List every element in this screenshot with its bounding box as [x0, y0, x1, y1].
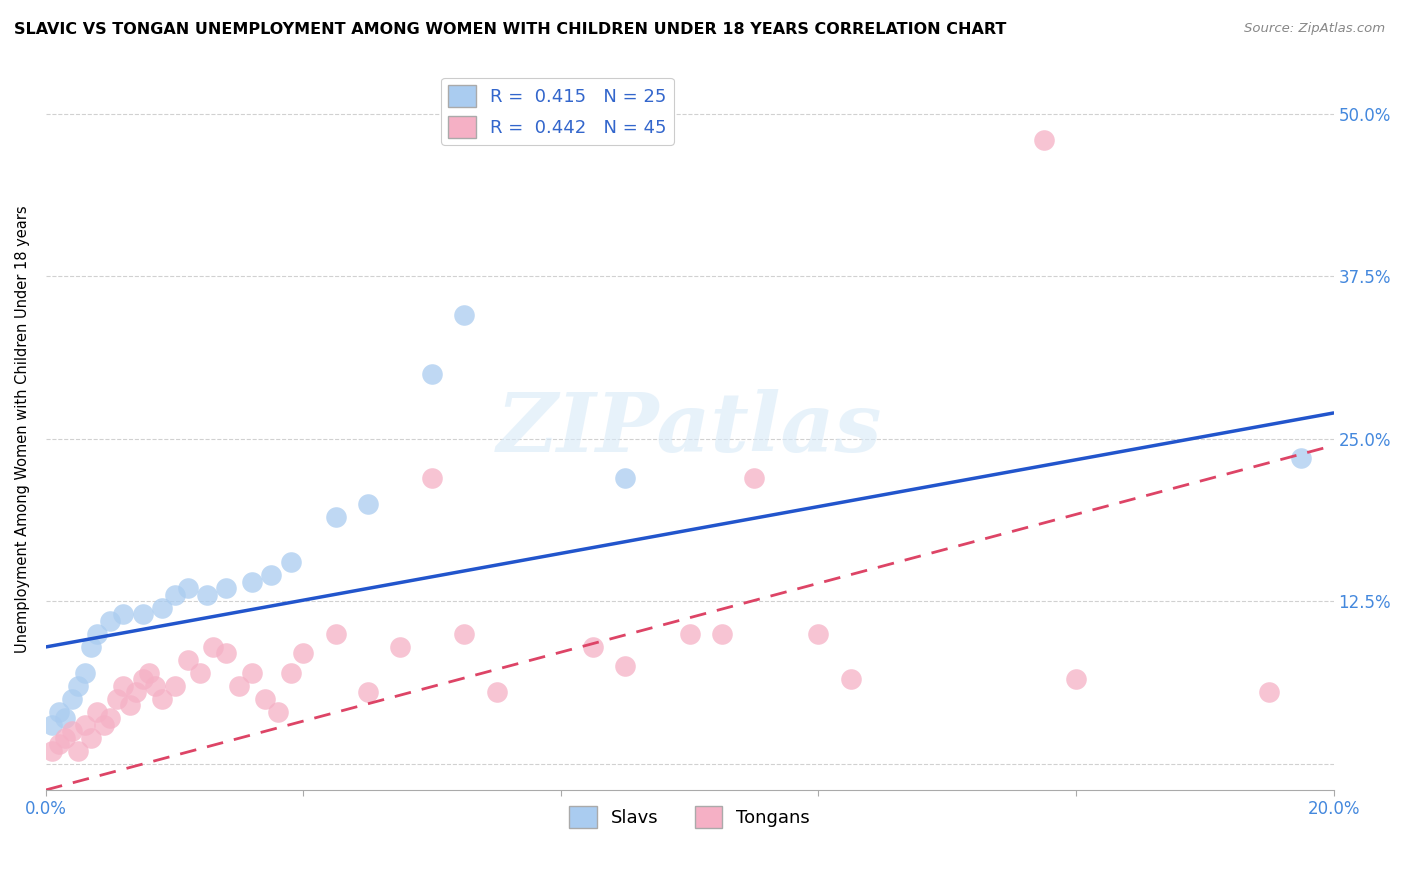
Text: Source: ZipAtlas.com: Source: ZipAtlas.com: [1244, 22, 1385, 36]
Point: [53, 711, 76, 725]
Point: [357, 685, 380, 699]
Point: [73, 718, 96, 732]
Point: [710, 627, 733, 641]
Point: [48, 738, 70, 752]
Point: [190, 665, 212, 680]
Point: [240, 574, 263, 589]
Point: [453, 309, 475, 323]
Point: [118, 698, 141, 713]
Point: [131, 607, 153, 622]
Point: [93, 718, 115, 732]
Point: [60, 692, 83, 706]
Point: [742, 471, 765, 485]
Point: [215, 647, 238, 661]
Point: [280, 665, 302, 680]
Point: [1291, 451, 1313, 466]
Point: [839, 673, 862, 687]
Point: [67, 679, 90, 693]
Point: [41, 718, 63, 732]
Point: [420, 471, 443, 485]
Y-axis label: Unemployment Among Women with Children Under 18 years: Unemployment Among Women with Children U…: [15, 205, 30, 653]
Point: [53, 731, 76, 745]
Point: [86, 705, 108, 719]
Point: [145, 679, 167, 693]
Point: [240, 665, 263, 680]
Legend: Slavs, Tongans: Slavs, Tongans: [562, 798, 817, 835]
Point: [163, 679, 186, 693]
Point: [807, 627, 830, 641]
Point: [73, 665, 96, 680]
Point: [679, 627, 702, 641]
Point: [485, 685, 508, 699]
Point: [150, 692, 173, 706]
Point: [292, 647, 315, 661]
Point: [614, 659, 637, 673]
Point: [325, 627, 347, 641]
Point: [1258, 685, 1281, 699]
Point: [582, 640, 605, 654]
Point: [86, 627, 108, 641]
Point: [98, 614, 121, 628]
Point: [253, 692, 276, 706]
Point: [1032, 133, 1054, 147]
Point: [420, 367, 443, 381]
Point: [260, 568, 283, 582]
Point: [267, 705, 290, 719]
Point: [228, 679, 250, 693]
Point: [176, 582, 198, 596]
Point: [138, 665, 160, 680]
Point: [389, 640, 412, 654]
Point: [325, 510, 347, 524]
Point: [41, 744, 63, 758]
Point: [131, 673, 153, 687]
Point: [98, 711, 121, 725]
Point: [80, 640, 103, 654]
Point: [80, 731, 103, 745]
Point: [163, 588, 186, 602]
Text: ZIPatlas: ZIPatlas: [496, 389, 883, 469]
Point: [60, 724, 83, 739]
Point: [67, 744, 90, 758]
Point: [48, 705, 70, 719]
Point: [176, 653, 198, 667]
Point: [215, 582, 238, 596]
Point: [453, 627, 475, 641]
Point: [105, 692, 128, 706]
Point: [1064, 673, 1087, 687]
Text: SLAVIC VS TONGAN UNEMPLOYMENT AMONG WOMEN WITH CHILDREN UNDER 18 YEARS CORRELATI: SLAVIC VS TONGAN UNEMPLOYMENT AMONG WOME…: [14, 22, 1007, 37]
Point: [195, 588, 218, 602]
Point: [614, 471, 637, 485]
Point: [280, 556, 302, 570]
Point: [150, 601, 173, 615]
Point: [112, 607, 135, 622]
Point: [125, 685, 148, 699]
Point: [357, 497, 380, 511]
Point: [112, 679, 135, 693]
Point: [202, 640, 225, 654]
